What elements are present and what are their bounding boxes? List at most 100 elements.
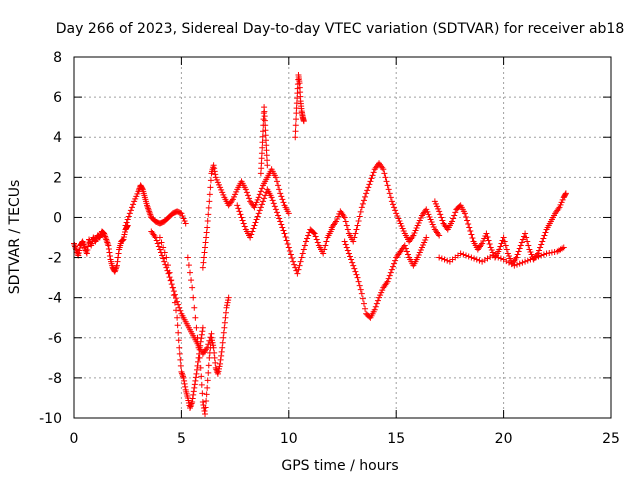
data-point <box>165 270 172 277</box>
data-point <box>396 217 403 224</box>
data-point <box>125 213 132 220</box>
data-point <box>120 236 127 243</box>
data-point <box>105 242 112 249</box>
data-point <box>342 241 349 248</box>
data-point <box>174 322 181 329</box>
data-point <box>272 174 279 181</box>
data-point <box>352 268 359 275</box>
data-point <box>305 232 312 239</box>
data-point <box>210 344 217 351</box>
data-point <box>233 188 240 195</box>
data-point <box>191 384 198 391</box>
data-point <box>386 272 393 279</box>
data-point <box>295 266 302 273</box>
data-point <box>414 222 421 229</box>
data-point <box>301 242 308 249</box>
data-point <box>378 289 385 296</box>
data-point <box>204 344 211 351</box>
data-point <box>130 201 137 208</box>
data-point <box>436 208 443 215</box>
data-point <box>224 299 231 306</box>
data-point <box>216 363 223 370</box>
data-point <box>170 288 177 295</box>
data-point <box>386 190 393 197</box>
data-point <box>115 254 122 261</box>
data-point <box>249 228 256 235</box>
data-point <box>180 215 187 222</box>
data-point <box>344 226 351 233</box>
data-point <box>421 239 428 246</box>
data-point <box>376 294 383 301</box>
data-point <box>501 238 508 245</box>
data-point <box>379 287 386 294</box>
series <box>122 182 189 229</box>
data-point <box>297 258 304 265</box>
data-point <box>114 258 121 265</box>
data-point <box>204 377 211 384</box>
data-point <box>177 362 184 369</box>
data-point <box>461 210 468 217</box>
data-point <box>203 234 210 241</box>
data-point <box>221 319 228 326</box>
data-point <box>516 260 523 267</box>
data-point <box>292 264 299 271</box>
data-point <box>498 240 505 247</box>
data-point <box>215 368 222 375</box>
data-point <box>218 348 225 355</box>
data-point <box>516 245 523 252</box>
axes: 0 5 10 15 20 25 -10 -8 -6 -4 -2 0 2 4 6 8 <box>39 50 620 447</box>
data-point <box>405 251 412 258</box>
data-point <box>122 222 129 229</box>
data-point <box>240 220 247 227</box>
data-point <box>174 314 181 321</box>
data-point <box>457 250 464 257</box>
data-point <box>430 223 437 230</box>
data-point <box>300 118 307 125</box>
data-point <box>83 250 90 257</box>
data-point <box>222 314 229 321</box>
data-point <box>388 198 395 205</box>
y-tick-label: -8 <box>48 371 62 387</box>
data-point <box>362 305 369 312</box>
data-point <box>189 395 196 402</box>
series <box>199 162 292 271</box>
data-point <box>192 374 199 381</box>
data-point <box>292 128 299 135</box>
data-point <box>209 339 216 346</box>
data-point <box>504 250 511 257</box>
data-point <box>382 174 389 181</box>
data-point <box>243 189 250 196</box>
data-point <box>496 246 503 253</box>
data-point <box>416 217 423 224</box>
data-point <box>264 162 271 169</box>
data-point <box>251 204 258 211</box>
data-point <box>410 232 417 239</box>
data-point <box>190 391 197 398</box>
x-tick-label: 10 <box>280 431 298 447</box>
data-point <box>204 224 211 231</box>
data-point <box>373 300 380 307</box>
data-point <box>356 213 363 220</box>
data-point <box>203 229 210 236</box>
data-point <box>173 295 180 302</box>
data-point <box>435 205 442 212</box>
data-point <box>562 191 569 198</box>
data-point <box>358 204 365 211</box>
data-point <box>391 204 398 211</box>
data-point <box>541 232 548 239</box>
data-point <box>190 294 197 301</box>
data-point <box>363 190 370 197</box>
y-tick-label: 8 <box>53 50 62 66</box>
data-point <box>484 233 491 240</box>
data-point <box>264 157 271 164</box>
data-point <box>304 235 311 242</box>
data-point <box>322 242 329 249</box>
data-point <box>275 182 282 189</box>
x-tick-label: 25 <box>602 431 620 447</box>
data-point <box>535 253 542 260</box>
data-point <box>476 257 483 264</box>
data-point <box>543 250 550 257</box>
data-point <box>341 214 348 221</box>
data-point <box>235 205 242 212</box>
data-point <box>258 185 265 192</box>
